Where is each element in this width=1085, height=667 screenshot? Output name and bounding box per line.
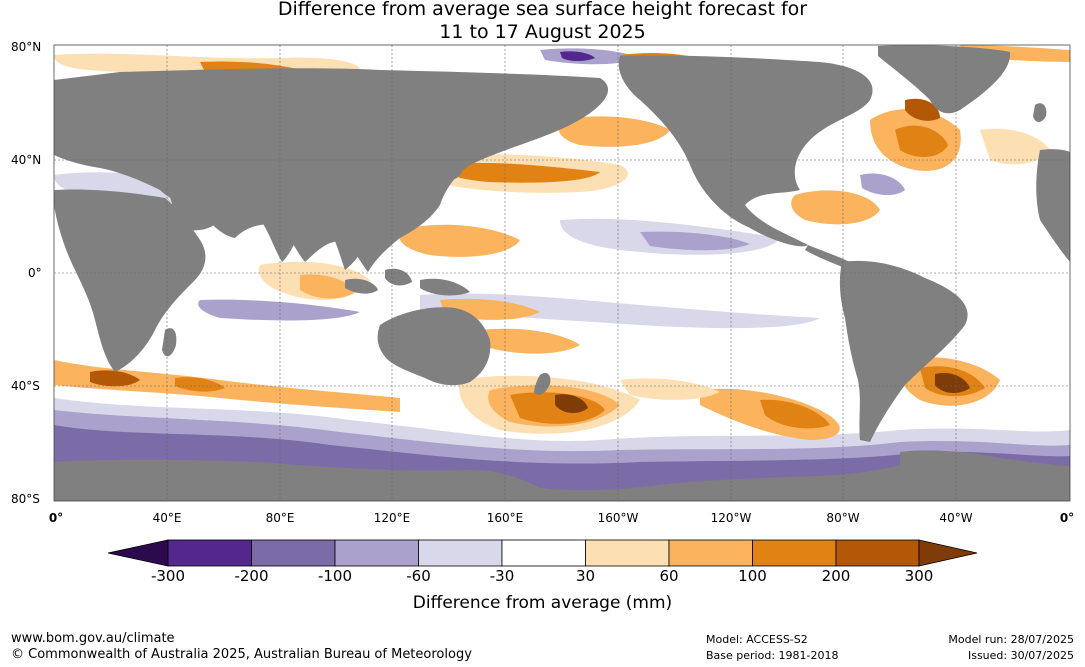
legend-tick-label: 100 bbox=[738, 567, 767, 585]
lat-label-40s: 40°S bbox=[11, 379, 40, 393]
legend-tick-label: 60 bbox=[659, 567, 679, 585]
lat-label-40n: 40°N bbox=[11, 153, 42, 167]
lat-label-equator: 0° bbox=[28, 266, 42, 280]
lon-label-160e: 160°E bbox=[486, 511, 524, 525]
gridlines bbox=[54, 45, 1070, 501]
land-masses bbox=[54, 45, 1070, 501]
legend-tick-label: -30 bbox=[489, 567, 515, 585]
legend-swatch-100-200 bbox=[752, 539, 837, 567]
legend-title: Difference from average (mm) bbox=[412, 593, 673, 613]
map-frame bbox=[53, 44, 1071, 502]
lon-label-80w: 80°W bbox=[826, 511, 860, 525]
lon-label-120w: 120°W bbox=[710, 511, 752, 525]
lon-label-160w: 160°W bbox=[597, 511, 639, 525]
legend-tick-label: 200 bbox=[821, 567, 851, 585]
legend-swatch-minus200-minus100 bbox=[251, 539, 336, 567]
legend-swatch-minus100-minus60 bbox=[334, 539, 419, 567]
legend-swatch-30-60 bbox=[585, 539, 670, 567]
lon-label-0-right: 0° bbox=[1059, 511, 1075, 525]
footer-copyright: © Commonwealth of Australia 2025, Austra… bbox=[11, 647, 472, 662]
legend-swatch-minus30-30 bbox=[501, 539, 586, 567]
legend-swatch-minus60-minus30 bbox=[418, 539, 503, 567]
lat-label-80s: 80°S bbox=[11, 492, 40, 506]
map-title-line-2: 11 to 17 August 2025 bbox=[439, 21, 646, 43]
legend-tick-label: 30 bbox=[575, 567, 596, 585]
legend-tick-label: -300 bbox=[150, 567, 186, 585]
legend-swatch-below-300 bbox=[107, 539, 169, 567]
legend-swatch-minus300-minus200 bbox=[167, 539, 252, 567]
lon-label-80e: 80°E bbox=[265, 511, 295, 525]
footer-model: Model: ACCESS-S2 bbox=[706, 633, 808, 646]
legend-tick-label: -200 bbox=[234, 567, 269, 585]
legend-swatch-above-300 bbox=[918, 539, 978, 567]
legend-tick-label: -60 bbox=[406, 567, 431, 585]
legend-tick-label: -100 bbox=[317, 567, 353, 585]
footer-website: www.bom.gov.au/climate bbox=[11, 631, 175, 646]
map-title-line-1: Difference from average sea surface heig… bbox=[277, 0, 808, 20]
legend-swatch-200-300 bbox=[835, 539, 920, 567]
footer-model-run: Model run: 28/07/2025 bbox=[948, 633, 1074, 646]
lon-label-0-left: 0° bbox=[48, 511, 64, 525]
lon-label-120e: 120°E bbox=[373, 511, 411, 525]
footer-base-period: Base period: 1981-2018 bbox=[706, 649, 839, 662]
legend-tick-label: 300 bbox=[904, 567, 934, 585]
footer-issued: Issued: 30/07/2025 bbox=[967, 649, 1074, 662]
lon-label-40w: 40°W bbox=[939, 511, 973, 525]
legend-swatch-60-100 bbox=[668, 539, 753, 567]
lat-label-80n: 80°N bbox=[11, 40, 42, 54]
lon-label-40e: 40°E bbox=[152, 511, 182, 525]
